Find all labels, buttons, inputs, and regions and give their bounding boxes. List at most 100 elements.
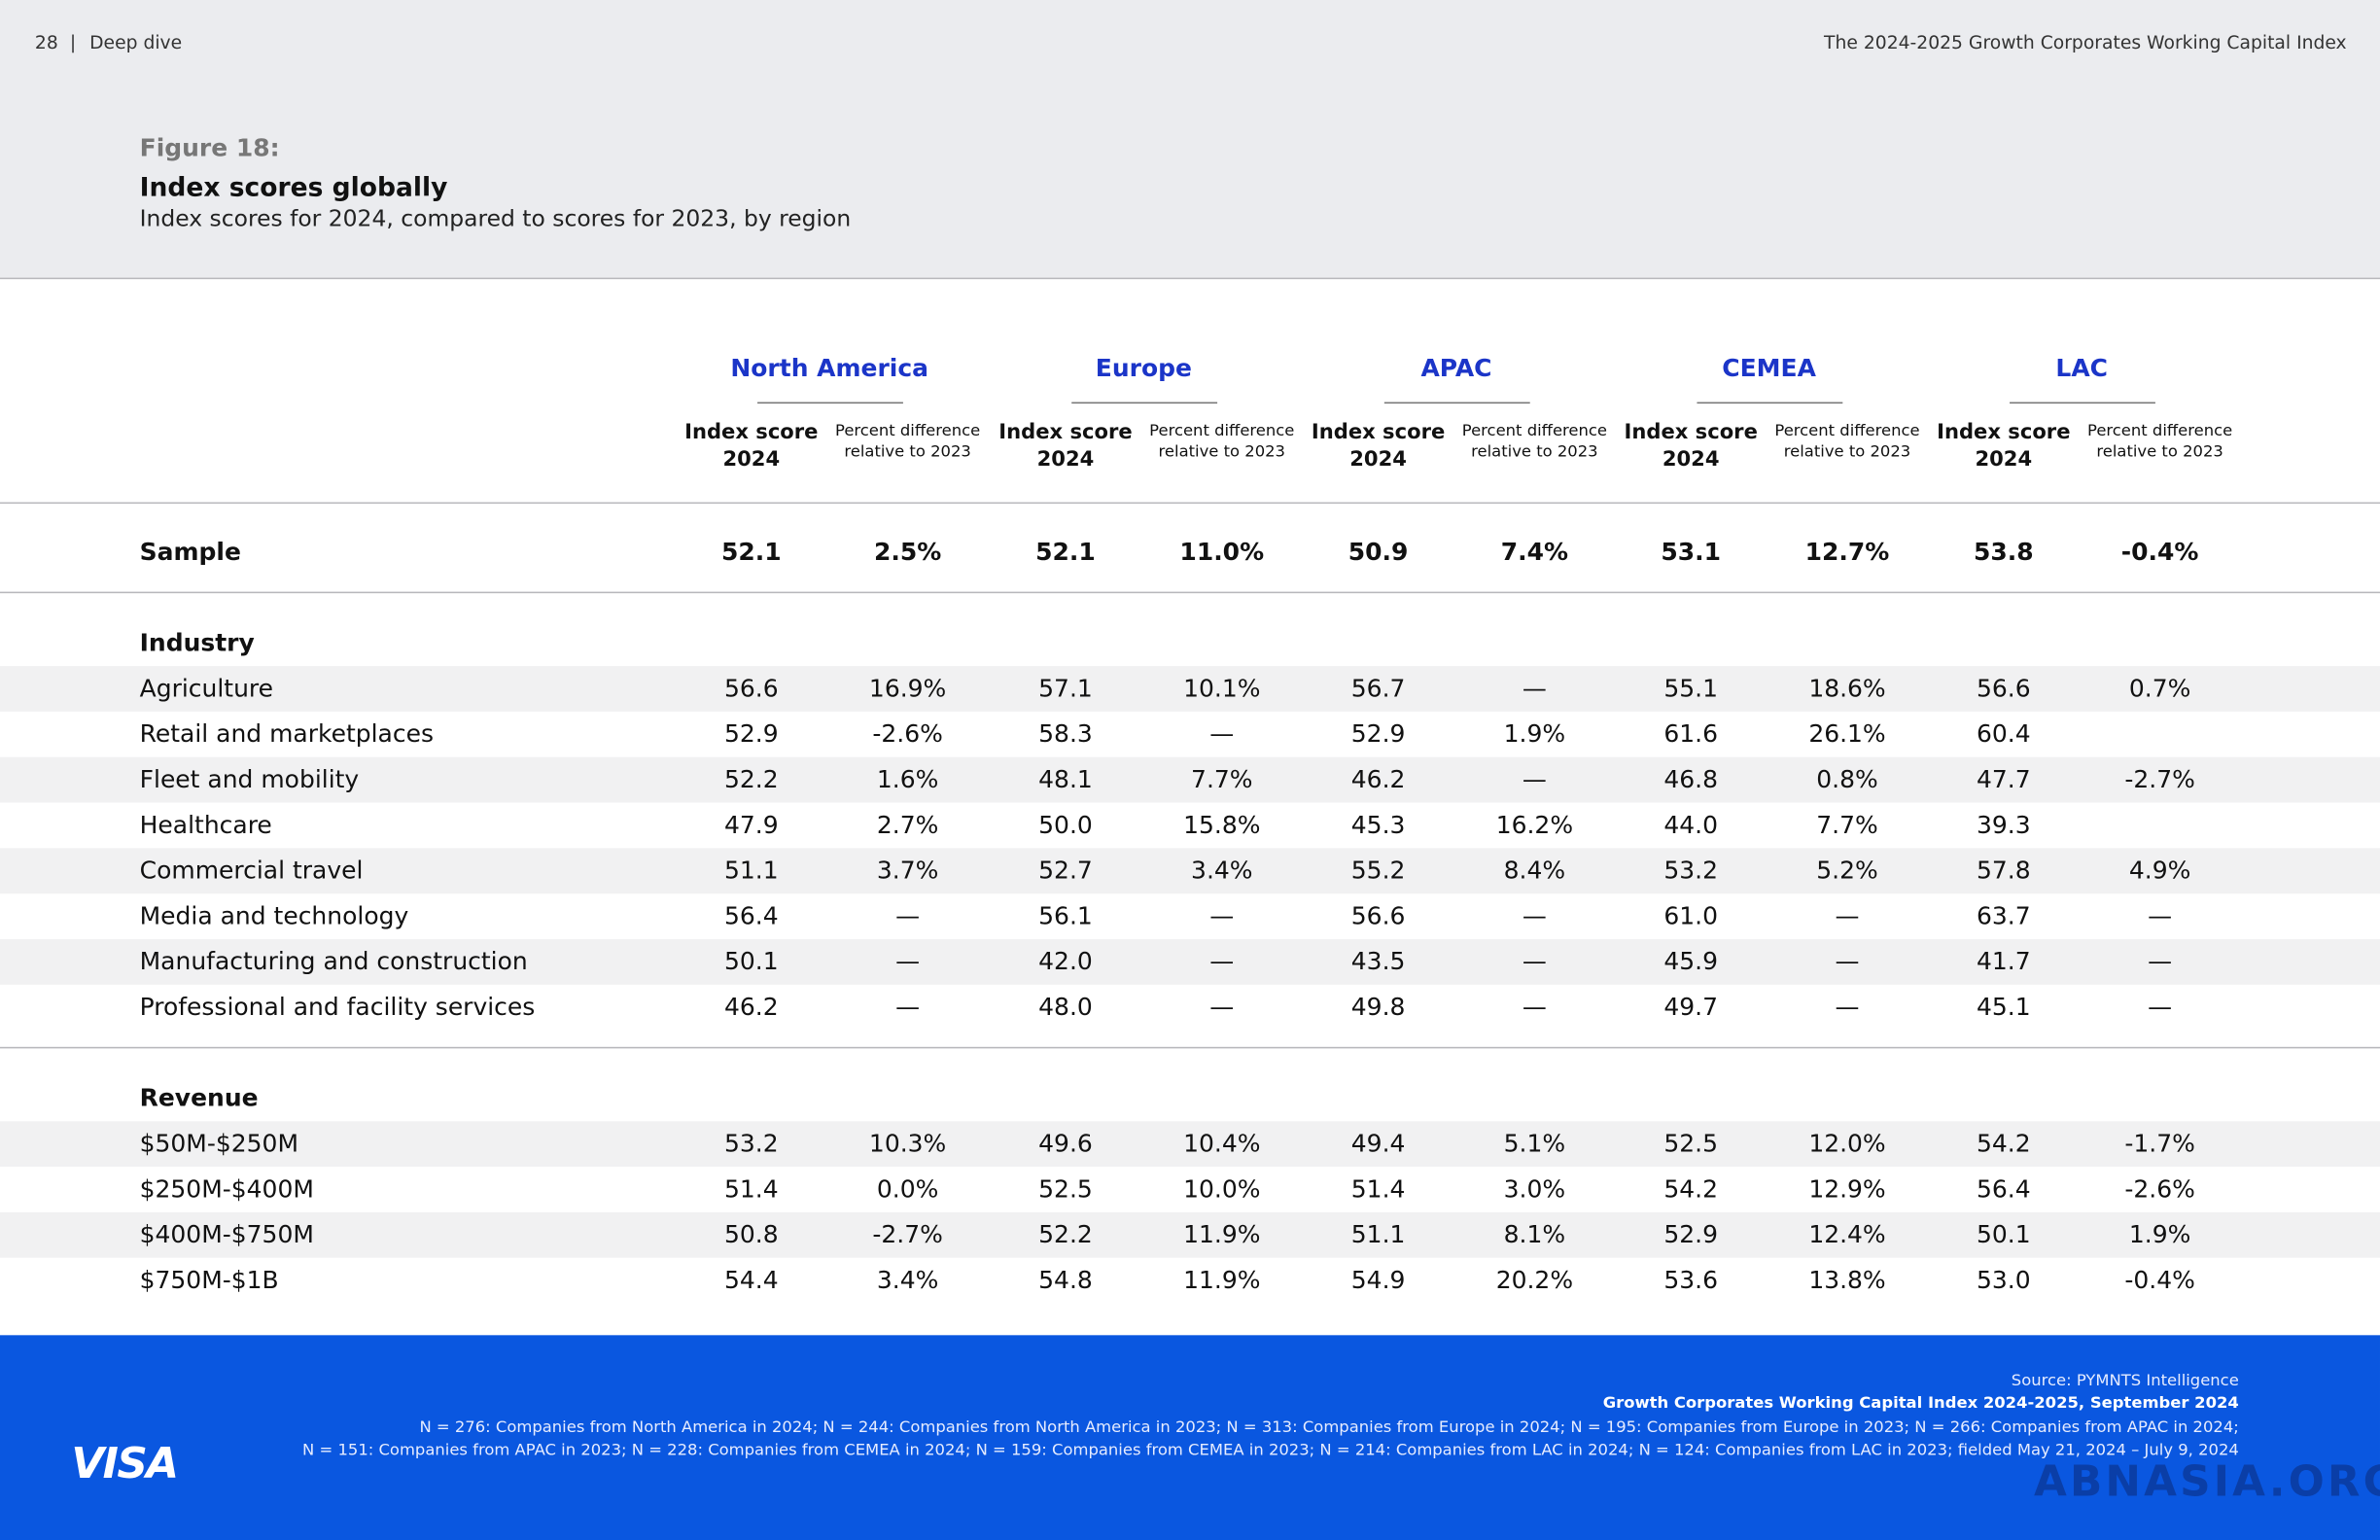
table-cell: 53.1 [1661,537,1722,567]
table-cell: 15.8% [1183,810,1261,840]
table-cell: — [1522,946,1547,976]
table-cell: 56.6 [723,673,779,703]
table-cell: 5.2% [1816,856,1878,885]
table-cell: 7.7% [1816,810,1878,840]
table-cell: 43.5 [1350,946,1406,976]
table-cell: 52.9 [1663,1219,1719,1249]
table-cell: 50.8 [723,1219,779,1249]
table-cell: 1.9% [1503,718,1566,749]
table-cell: 18.6% [1808,673,1886,703]
table-cell: 7.4% [1500,537,1569,567]
table-cell: 8.1% [1503,1219,1566,1249]
table-cell: 55.1 [1663,673,1719,703]
table-cell: 2.5% [873,537,942,567]
table-cell: 7.7% [1191,764,1253,794]
table-cell: 0.0% [876,1173,939,1204]
table-cell: 57.1 [1038,673,1093,703]
row-label: $250M-$400M [139,1173,314,1204]
divider [0,1046,2380,1049]
table-cell: — [2148,946,2173,976]
figure-title: Index scores globally [139,172,448,204]
table-cell: 26.1% [1808,718,1886,749]
table-cell: 2.7% [876,810,939,840]
table-cell: -2.7% [2124,764,2195,794]
table-cell: 53.2 [1663,856,1719,885]
table-cell: 56.4 [723,900,779,930]
column-header: Percent difference relative to 2023 [1774,421,1920,462]
row-label: Retail and marketplaces [139,718,434,749]
table-cell: 54.8 [1038,1265,1093,1295]
table-cell: 12.0% [1808,1129,1886,1158]
table-cell: 3.0% [1503,1173,1566,1204]
report-name: Growth Corporates Working Capital Index … [1602,1394,2239,1413]
table-cell: 0.7% [2128,673,2191,703]
table-cell: — [1209,718,1235,749]
region-underline [1383,402,1529,404]
section-name: Deep dive [89,31,183,53]
region-maps [0,228,2380,357]
table-cell: — [895,946,921,976]
divider [0,591,2380,594]
row-label: Sample [139,537,241,567]
table-cell: 53.2 [723,1129,779,1158]
table-cell: 52.2 [723,764,779,794]
column-header: Index score 2024 [1937,420,2071,472]
column-header: Percent difference relative to 2023 [835,421,981,462]
row-label: Manufacturing and construction [139,946,528,976]
row-shading [0,939,2380,985]
table-cell: 51.4 [723,1173,779,1204]
table-cell: — [1835,992,1860,1022]
table-cell: — [1835,900,1860,930]
table-cell: 50.1 [723,946,779,976]
table-cell: -0.4% [2124,1265,2195,1295]
table-cell: 49.7 [1663,992,1719,1022]
table-cell: — [895,992,921,1022]
table-cell: — [1209,992,1235,1022]
table-cell: 54.2 [1977,1129,2031,1158]
region-underline [1070,402,1217,404]
row-label: Fleet and mobility [139,764,360,794]
row-label: Commercial travel [139,856,364,885]
table-cell: 11.9% [1183,1265,1261,1295]
table-cell: 48.0 [1038,992,1093,1022]
row-label: Professional and facility services [139,992,536,1022]
region-name: CEMEA [1722,353,1816,383]
row-shading [0,1121,2380,1168]
row-label: $400M-$750M [139,1219,314,1249]
table-cell: 41.7 [1977,946,2031,976]
table-cell: 39.3 [1977,810,2031,840]
source: Source: PYMNTS Intelligence [2011,1371,2239,1390]
table-cell: — [1522,673,1547,703]
footer-band [0,1335,2380,1540]
figure-subtitle: Index scores for 2024, compared to score… [139,204,852,232]
table-cell: 10.3% [868,1129,947,1158]
row-label: Agriculture [139,673,274,703]
column-header: Percent difference relative to 2023 [1461,421,1607,462]
table-cell: 56.1 [1038,900,1093,930]
table-cell: 56.7 [1350,673,1406,703]
table-cell: 45.3 [1350,810,1406,840]
section-heading: Industry [139,628,255,657]
table-cell: 50.0 [1038,810,1093,840]
table-cell: 12.4% [1808,1219,1886,1249]
table-cell: 52.5 [1038,1173,1093,1204]
table-cell: 16.9% [868,673,947,703]
row-shading [0,666,2380,712]
table-cell: 60.4 [1977,718,2031,749]
table-cell: 53.8 [1973,537,2034,567]
table-cell: 49.4 [1350,1129,1406,1158]
table-cell: 46.2 [723,992,779,1022]
table-cell: -2.6% [2124,1173,2195,1204]
table-cell: 48.1 [1038,764,1093,794]
table-cell: 61.0 [1663,900,1719,930]
table-cell: 12.9% [1808,1173,1886,1204]
table-cell: 11.0% [1179,537,1265,567]
table-cell: 5.1% [1503,1129,1566,1158]
region-name: North America [730,353,929,383]
publication-title: The 2024-2025 Growth Corporates Working … [1824,31,2347,53]
table-cell: 50.9 [1348,537,1409,567]
table-cell: 56.6 [1977,673,2031,703]
row-label: $50M-$250M [139,1129,298,1158]
table-cell: 46.2 [1350,764,1406,794]
